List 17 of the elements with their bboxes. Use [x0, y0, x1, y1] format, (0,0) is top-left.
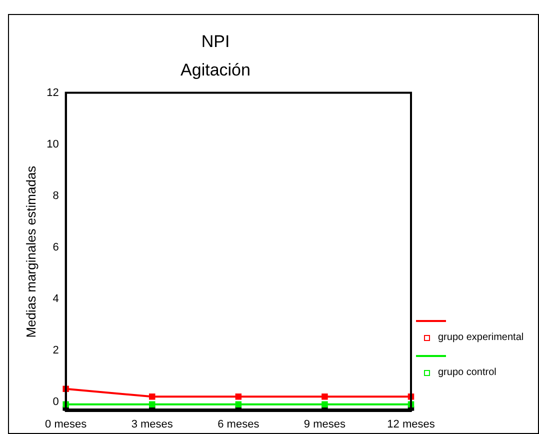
- y-tick-label: 8: [52, 190, 59, 202]
- y-tick-label: 4: [52, 292, 59, 305]
- y-axis-title: Medias marginales estimadas: [23, 165, 38, 338]
- chart-title: NPI: [201, 32, 230, 51]
- chart-subtitle: Agitación: [180, 60, 250, 80]
- y-tick-label: 0: [52, 396, 59, 408]
- x-tick-label: 6 meses: [218, 418, 260, 430]
- y-tick-label: 12: [46, 86, 59, 99]
- y-tick-label: 10: [46, 138, 59, 150]
- y-tick-label: 6: [52, 241, 59, 254]
- legend-label: grupo experimental: [438, 332, 524, 343]
- x-tick-label: 3 meses: [131, 418, 174, 430]
- legend-label: grupo control: [438, 367, 496, 378]
- x-tick-label: 0 meses: [45, 418, 88, 430]
- x-tick-label: 9 meses: [304, 418, 346, 430]
- x-tick-label: 12 meses: [387, 418, 436, 430]
- y-tick-label: 2: [52, 344, 59, 356]
